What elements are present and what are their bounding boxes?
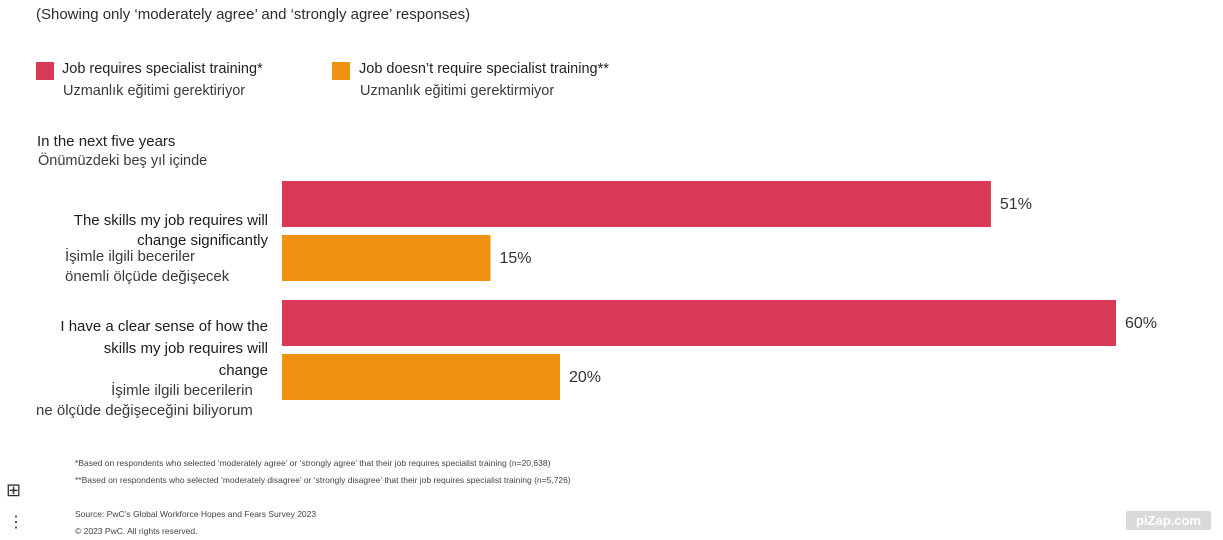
bar-specialist-2	[282, 300, 1116, 346]
category-label-line: change	[218, 362, 268, 379]
category-label-skills-change-tr: İşimle ilgili beceriler önemli ölçüde de…	[65, 248, 229, 286]
legend-label-specialist: Job requires specialist training*	[62, 61, 263, 77]
bar-specialist-1	[282, 181, 991, 227]
legend-label-non-specialist-tr: Uzmanlık eğitimi gerektirmiyor	[360, 83, 555, 99]
data-label-non-specialist-2: 20%	[569, 369, 601, 386]
data-label-specialist-1: 51%	[1000, 196, 1032, 213]
grid-icon[interactable]: ⊞	[6, 480, 22, 500]
copyright-note: © 2023 PwC. All rights reserved.	[75, 526, 198, 536]
category-label-line: The skills my job requires will	[73, 212, 268, 229]
footnote-non-specialist: **Based on respondents who selected ‘mod…	[75, 475, 571, 485]
category-label-clear-sense: I have a clear sense of how the skills m…	[60, 318, 268, 380]
bar-non-specialist-2	[282, 354, 560, 400]
data-label-specialist-2: 60%	[1125, 315, 1157, 332]
dots-icon[interactable]: ⋮	[8, 514, 24, 531]
category-label-line: skills my job requires will	[103, 340, 268, 357]
footnote-specialist: *Based on respondents who selected ‘mode…	[75, 458, 551, 468]
legend-label-specialist-tr: Uzmanlık eğitimi gerektiriyor	[63, 83, 246, 99]
category-label-line-tr: İşimle ilgili beceriler	[65, 248, 196, 265]
bar-non-specialist-1	[282, 235, 491, 281]
legend-swatch-specialist	[36, 62, 54, 80]
data-label-non-specialist-1: 15%	[500, 250, 532, 267]
category-label-clear-sense-tr: İşimle ilgili becerilerin ne ölçüde deği…	[36, 382, 253, 420]
watermark: piZap.com	[1125, 511, 1211, 530]
category-label-line-tr: İşimle ilgili becerilerin	[111, 382, 253, 399]
category-label-line-tr: önemli ölçüde değişecek	[65, 268, 230, 285]
legend-swatch-non-specialist	[332, 62, 350, 80]
category-label-line-tr: ne ölçüde değişeceğini biliyorum	[36, 402, 253, 419]
category-label-line: change significantly	[137, 232, 268, 249]
chart-subtitle: (Showing only ‘moderately agree’ and ‘st…	[36, 6, 471, 23]
category-label-line: I have a clear sense of how the	[60, 318, 268, 335]
section-heading-tr: Önümüzdeki beş yıl içinde	[38, 153, 208, 169]
source-note: Source: PwC’s Global Workforce Hopes and…	[75, 509, 317, 519]
legend-label-non-specialist: Job doesn’t require specialist training*…	[359, 61, 609, 77]
category-label-skills-change: The skills my job requires will change s…	[74, 212, 268, 250]
section-heading: In the next five years	[37, 133, 176, 150]
